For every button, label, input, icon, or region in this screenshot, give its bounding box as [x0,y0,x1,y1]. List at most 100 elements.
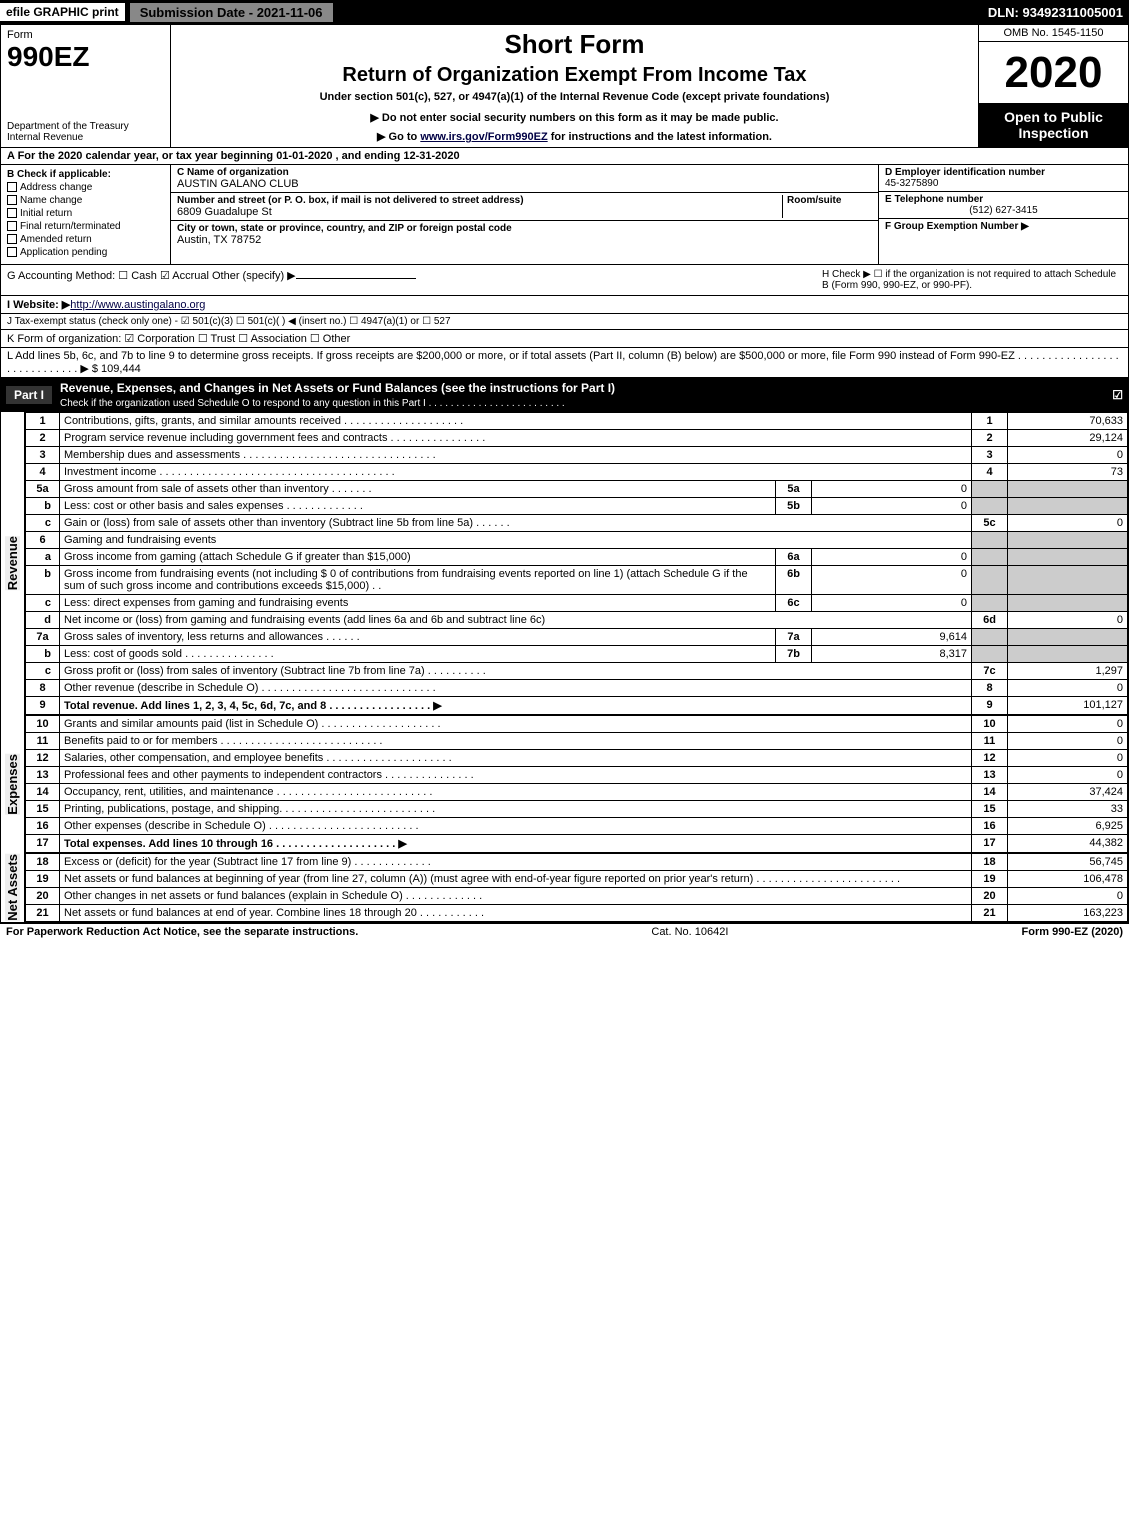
footer-form-ref: Form 990-EZ (2020) [1022,926,1123,938]
website-link[interactable]: http://www.austingalano.org [70,299,205,311]
part1-label: Part I [6,386,52,404]
line-1: 1Contributions, gifts, grants, and simil… [26,413,1128,430]
line-14: 14Occupancy, rent, utilities, and mainte… [26,784,1128,801]
line-9: 9Total revenue. Add lines 1, 2, 3, 4, 5c… [26,697,1128,715]
group-exemption-row: F Group Exemption Number ▶ [879,219,1128,264]
line-5a: 5aGross amount from sale of assets other… [26,481,1128,498]
phone-row: E Telephone number (512) 627-3415 [879,192,1128,219]
chk-final-return[interactable]: Final return/terminated [7,221,164,232]
line-16: 16Other expenses (describe in Schedule O… [26,818,1128,835]
netassets-section: Net Assets 18Excess or (deficit) for the… [0,853,1129,923]
chk-amended-return[interactable]: Amended return [7,234,164,245]
org-name-label: C Name of organization [177,167,289,178]
accounting-method: G Accounting Method: ☐ Cash ☑ Accrual Ot… [7,270,296,282]
line-6b: bGross income from fundraising events (n… [26,566,1128,595]
website-label: I Website: ▶ [7,299,70,311]
section-j-status: J Tax-exempt status (check only one) - ☑… [0,314,1129,330]
section-i-website: I Website: ▶http://www.austingalano.org [0,296,1129,314]
line-8: 8Other revenue (describe in Schedule O) … [26,680,1128,697]
dept-treasury: Department of the Treasury [7,121,164,132]
open-public: Open to Public Inspection [979,103,1128,147]
part1-title: Revenue, Expenses, and Changes in Net As… [60,381,615,409]
line-20: 20Other changes in net assets or fund ba… [26,888,1128,905]
line-13: 13Professional fees and other payments t… [26,767,1128,784]
section-l-amount: 109,444 [98,363,141,375]
line-7b: bLess: cost of goods sold . . . . . . . … [26,646,1128,663]
phone-value: (512) 627-3415 [885,205,1122,216]
line-19: 19Net assets or fund balances at beginni… [26,871,1128,888]
line-6c: cLess: direct expenses from gaming and f… [26,595,1128,612]
chk-address-change[interactable]: Address change [7,182,164,193]
goto-post: for instructions and the latest informat… [548,131,772,143]
section-l-text: L Add lines 5b, 6c, and 7b to line 9 to … [7,350,1119,375]
chk-application-pending[interactable]: Application pending [7,247,164,258]
line-6a: aGross income from gaming (attach Schedu… [26,549,1128,566]
expenses-section: Expenses 10Grants and similar amounts pa… [0,715,1129,853]
dept-irs: Internal Revenue [7,132,164,143]
info-grid: B Check if applicable: Address change Na… [0,165,1129,265]
chk-name-change[interactable]: Name change [7,195,164,206]
line-12: 12Salaries, other compensation, and empl… [26,750,1128,767]
footer-cat-no: Cat. No. 10642I [358,926,1021,938]
section-k-org-form: K Form of organization: ☑ Corporation ☐ … [0,330,1129,348]
line-7c: cGross profit or (loss) from sales of in… [26,663,1128,680]
col-b-title: B Check if applicable: [7,169,164,180]
efile-label: efile GRAPHIC print [0,3,125,21]
line-10: 10Grants and similar amounts paid (list … [26,716,1128,733]
section-g-h: G Accounting Method: ☐ Cash ☑ Accrual Ot… [0,265,1129,296]
top-bar: efile GRAPHIC print Submission Date - 20… [0,0,1129,24]
street-row: Number and street (or P. O. box, if mail… [171,193,878,221]
section-l-gross-receipts: L Add lines 5b, 6c, and 7b to line 9 to … [0,348,1129,378]
line-5c: cGain or (loss) from sale of assets othe… [26,515,1128,532]
header-right: OMB No. 1545-1150 2020 Open to Public In… [978,25,1128,147]
revenue-table: 1Contributions, gifts, grants, and simil… [25,412,1128,715]
header-left: Form 990EZ Department of the Treasury In… [1,25,171,147]
line-7a: 7aGross sales of inventory, less returns… [26,629,1128,646]
col-d-meta: D Employer identification number 45-3275… [878,165,1128,264]
submission-date: Submission Date - 2021-11-06 [129,2,334,23]
revenue-side-label: Revenue [1,412,25,715]
line-17: 17Total expenses. Add lines 10 through 1… [26,835,1128,853]
group-exemption-label: F Group Exemption Number ▶ [885,221,1029,232]
expenses-side-label: Expenses [1,715,25,853]
short-form-title: Short Form [177,29,972,60]
form-header: Form 990EZ Department of the Treasury In… [0,24,1129,148]
netassets-table: 18Excess or (deficit) for the year (Subt… [25,853,1128,922]
city-value: Austin, TX 78752 [177,234,512,246]
omb-number: OMB No. 1545-1150 [979,25,1128,42]
line-21: 21Net assets or fund balances at end of … [26,905,1128,922]
goto-pre: ▶ Go to [377,131,420,143]
line-6d: dNet income or (loss) from gaming and fu… [26,612,1128,629]
line-2: 2Program service revenue including gover… [26,430,1128,447]
dln-label: DLN: 93492311005001 [988,5,1129,20]
form-label: Form [7,29,164,41]
return-title: Return of Organization Exempt From Incom… [177,64,972,87]
line-5b: bLess: cost or other basis and sales exp… [26,498,1128,515]
street-value: 6809 Guadalupe St [177,206,782,218]
line-15: 15Printing, publications, postage, and s… [26,801,1128,818]
expenses-table: 10Grants and similar amounts paid (list … [25,715,1128,853]
col-b-checkboxes: B Check if applicable: Address change Na… [1,165,171,264]
city-row: City or town, state or province, country… [171,221,878,248]
city-label: City or town, state or province, country… [177,223,512,234]
form-number: 990EZ [7,41,164,73]
part1-check-o: ☑ [1112,388,1123,402]
goto-link[interactable]: www.irs.gov/Form990EZ [420,131,547,143]
tax-year: 2020 [979,42,1128,103]
line-4: 4Investment income . . . . . . . . . . .… [26,464,1128,481]
revenue-section: Revenue 1Contributions, gifts, grants, a… [0,412,1129,715]
ein-row: D Employer identification number 45-3275… [879,165,1128,192]
room-label: Room/suite [787,195,841,206]
line-18: 18Excess or (deficit) for the year (Subt… [26,854,1128,871]
street-label: Number and street (or P. O. box, if mail… [177,195,524,206]
header-center: Short Form Return of Organization Exempt… [171,25,978,147]
chk-initial-return[interactable]: Initial return [7,208,164,219]
col-c-org-info: C Name of organization AUSTIN GALANO CLU… [171,165,878,264]
line-11: 11Benefits paid to or for members . . . … [26,733,1128,750]
footer-left: For Paperwork Reduction Act Notice, see … [6,926,358,938]
do-not-enter: ▶ Do not enter social security numbers o… [177,111,972,124]
page-footer: For Paperwork Reduction Act Notice, see … [0,923,1129,940]
phone-label: E Telephone number [885,194,983,205]
org-name-value: AUSTIN GALANO CLUB [177,178,872,190]
ein-label: D Employer identification number [885,167,1045,178]
